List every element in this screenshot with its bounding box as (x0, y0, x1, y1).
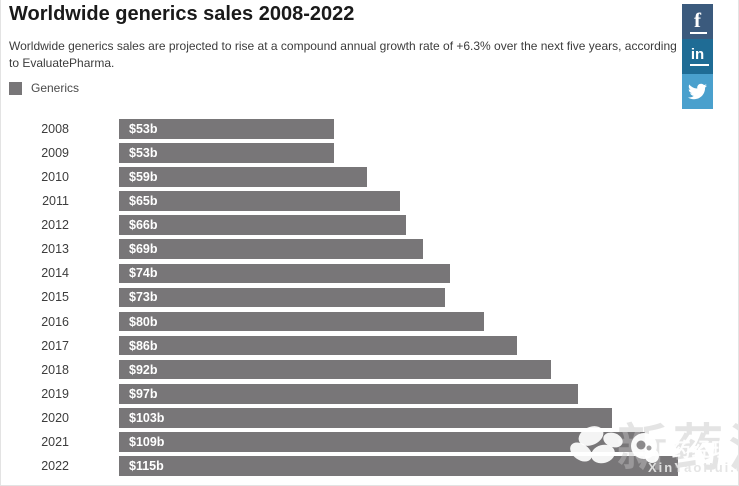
year-label: 2010 (41, 169, 69, 184)
chart-row: 2015 $73b (1, 287, 738, 308)
generics-bar: $109b (119, 432, 646, 452)
bar-value-label: $97b (129, 386, 158, 401)
bar-value-label: $74b (129, 266, 158, 281)
bar-value-label: $92b (129, 362, 158, 377)
generics-bar: $73b (119, 287, 445, 308)
chart-row: 2014 $74b (1, 263, 738, 284)
bar-value-label: $69b (129, 242, 158, 257)
bar-value-label: $65b (129, 194, 158, 209)
year-label: 2015 (41, 290, 69, 305)
subtitle-line-1: Worldwide generics sales are projected t… (9, 39, 677, 53)
year-label: 2019 (41, 386, 69, 401)
year-label: 2020 (41, 410, 69, 425)
twitter-share-button[interactable] (682, 74, 713, 109)
bar-chart: 2008 $53b 2009 $53b 2010 $59b 2011 $65b 2012 $66b… (1, 119, 738, 480)
bar-value-label: $73b (129, 290, 158, 305)
generics-bar: $66b (119, 215, 406, 235)
legend-label: Generics (31, 81, 80, 95)
year-label: 2018 (41, 362, 69, 377)
chart-row: 2017 $86b (1, 335, 738, 356)
generics-bar: $86b (119, 335, 518, 356)
chart-row: 2019 $97b (1, 384, 738, 404)
generics-bar: $74b (119, 263, 451, 284)
twitter-bird-icon (688, 83, 707, 100)
year-label: 2017 (41, 338, 69, 353)
legend-swatch (9, 81, 22, 95)
year-label: 2021 (41, 434, 69, 449)
year-label: 2016 (41, 314, 69, 329)
year-label: 2009 (41, 145, 69, 160)
bar-value-label: $53b (129, 145, 158, 160)
bar-value-label: $103b (129, 410, 165, 425)
chart-row: 2020 $103b (1, 408, 738, 428)
subtitle-line-2: to EvaluatePharma. (9, 56, 115, 70)
year-label: 2011 (42, 194, 69, 209)
year-label: 2014 (41, 266, 69, 281)
bar-value-label: $115b (129, 459, 164, 474)
chart-row: 2012 $66b (1, 215, 738, 235)
chart-row: 2010 $59b (1, 167, 738, 187)
generics-bar: $80b (119, 311, 484, 332)
generics-bar: $53b (119, 119, 334, 139)
chart-row: 2021 $109b (1, 432, 738, 452)
chart-row: 2016 $80b (1, 311, 738, 332)
chart-subtitle: Worldwide generics sales are projected t… (9, 38, 685, 72)
facebook-share-button[interactable]: f (682, 4, 713, 39)
linkedin-share-button[interactable]: in (682, 39, 713, 74)
chart-row: 2008 $53b (1, 119, 738, 139)
chart-row: 2009 $53b (1, 143, 738, 163)
bar-value-label: $53b (129, 121, 158, 136)
generics-bar: $69b (119, 239, 423, 259)
generics-bar: $53b (119, 143, 334, 163)
chart-row: 2018 $92b (1, 359, 738, 380)
chart-legend: Generics (9, 81, 79, 95)
generics-bar: $92b (119, 359, 551, 380)
year-label: 2008 (41, 121, 69, 136)
bar-value-label: $86b (129, 338, 158, 353)
bar-value-label: $80b (129, 314, 158, 329)
year-label: 2012 (41, 218, 69, 233)
chart-row: 2011 $65b (1, 191, 738, 211)
year-label: 2013 (41, 242, 69, 257)
generics-bar: $115b (119, 456, 679, 476)
generics-bar: $103b (119, 408, 612, 428)
generics-bar: $97b (119, 384, 579, 404)
generics-bar: $65b (119, 191, 401, 211)
generics-bar: $59b (119, 167, 368, 187)
chart-row: 2022 $115b (1, 456, 738, 476)
bar-value-label: $109b (129, 434, 165, 449)
social-share-bar: f in (682, 4, 713, 109)
page-title: Worldwide generics sales 2008-2022 (9, 3, 355, 25)
bar-value-label: $59b (129, 169, 158, 184)
chart-row: 2013 $69b (1, 239, 738, 259)
bar-value-label: $66b (129, 218, 158, 233)
linkedin-icon: in (689, 47, 710, 66)
facebook-icon: f (690, 7, 707, 34)
year-label: 2022 (41, 459, 69, 474)
